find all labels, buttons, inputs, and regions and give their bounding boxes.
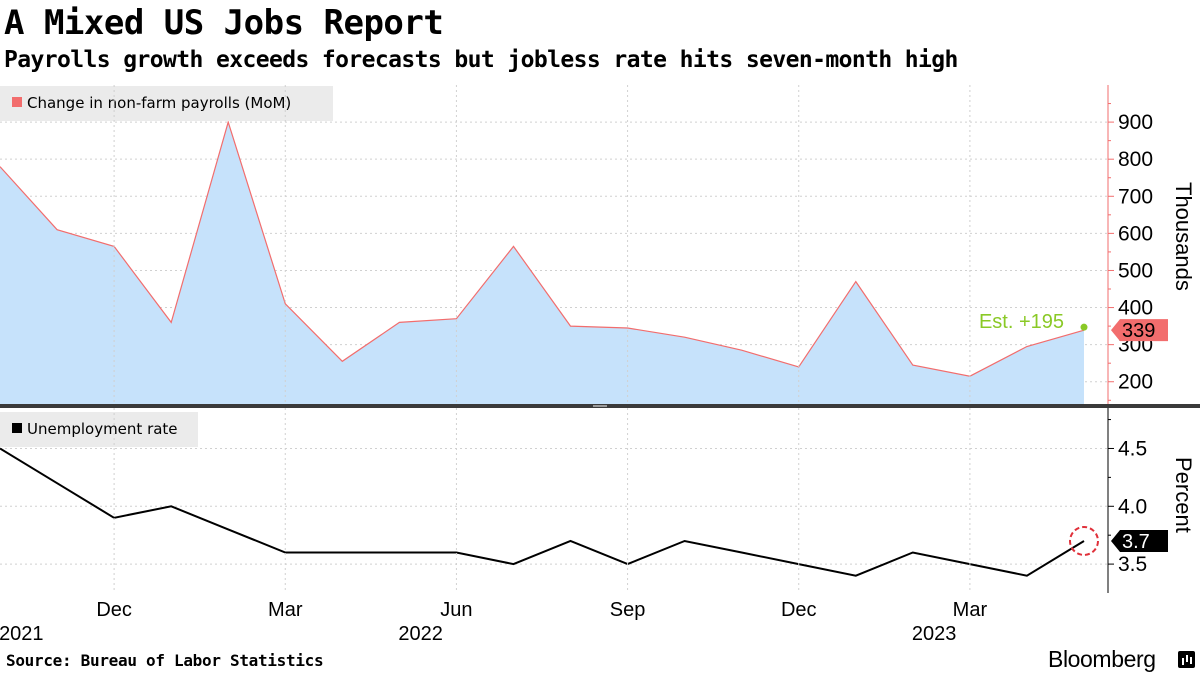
payrolls-y-tick-label: 200 <box>1118 371 1153 394</box>
payrolls-legend: Change in non-farm payrolls (MoM) <box>0 86 333 121</box>
unemployment-y-tick-label: 4.0 <box>1118 495 1147 518</box>
payrolls-last-value-badge <box>1111 319 1168 342</box>
estimate-label: Est. +195 <box>979 311 1064 333</box>
x-tick-label: Dec <box>781 599 817 621</box>
payrolls-line <box>0 120 1085 377</box>
payrolls-y-tick-label: 600 <box>1118 222 1153 245</box>
bloomberg-logo: Bloomberg <box>1048 646 1156 672</box>
chart-subtitle: Payrolls growth exceeds forecasts but jo… <box>4 47 958 73</box>
unemployment-legend-swatch <box>12 423 22 433</box>
payrolls-area <box>0 122 1084 404</box>
x-year-label: 2023 <box>912 623 957 645</box>
unemployment-legend-label: Unemployment rate <box>27 420 178 438</box>
unemployment-legend-box <box>0 412 198 447</box>
bloomberg-terminal-icon <box>1178 651 1195 668</box>
chart-title: A Mixed US Jobs Report <box>4 3 444 43</box>
unemployment-last-value-badge <box>1111 529 1168 552</box>
x-year-label: 2022 <box>398 623 443 645</box>
source-note: Source: Bureau of Labor Statistics <box>6 651 324 670</box>
unemployment-annotations: 3.7 <box>1069 525 1168 556</box>
unemployment-y-tick-label: 4.5 <box>1118 437 1147 460</box>
x-axis: Dec Mar Jun Sep Dec Mar 2021 2022 2023 <box>0 85 987 645</box>
payrolls-legend-box <box>0 86 333 121</box>
x-tick-label: Mar <box>953 599 988 621</box>
x-year-label: 2021 <box>0 623 44 645</box>
payrolls-y-tick-label: 900 <box>1118 111 1153 134</box>
unemployment-legend: Unemployment rate <box>0 412 198 447</box>
panel-divider[interactable] <box>0 404 1200 408</box>
x-tick-label: Jun <box>440 599 472 621</box>
divider-grip <box>593 405 607 407</box>
payrolls-legend-label: Change in non-farm payrolls (MoM) <box>27 94 291 112</box>
payrolls-y-tick-label: 800 <box>1118 148 1153 171</box>
estimate-marker <box>1080 323 1088 331</box>
unemployment-y-tick-label: 3.5 <box>1118 553 1147 576</box>
payrolls-y-tick-label: 700 <box>1118 185 1153 208</box>
unemployment-highlight-circle <box>1069 525 1099 556</box>
payrolls-annotations: Est. +195 339 <box>979 311 1168 342</box>
payrolls-axis-title: Thousands <box>1171 182 1196 291</box>
unemployment-line <box>0 447 1085 577</box>
payrolls-legend-swatch <box>12 97 22 107</box>
payrolls-last-value: 339 <box>1122 320 1155 342</box>
x-tick-label: Mar <box>268 599 303 621</box>
payrolls-y-tick-label: 400 <box>1118 297 1153 320</box>
x-tick-label: Sep <box>610 599 646 621</box>
unemployment-panel: 3.5 4.0 4.5 3.7 Unemployment rate Percent <box>0 408 1196 593</box>
payrolls-y-tick-label: 500 <box>1118 259 1153 282</box>
unemployment-axis-title: Percent <box>1171 457 1196 533</box>
unemployment-y-axis: 3.5 4.0 4.5 <box>1107 408 1147 593</box>
unemployment-last-value: 3.7 <box>1122 531 1150 553</box>
x-tick-label: Dec <box>96 599 132 621</box>
